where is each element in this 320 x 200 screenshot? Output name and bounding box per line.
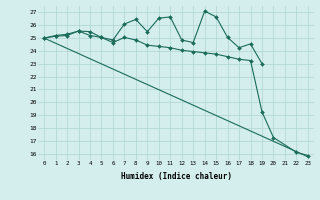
X-axis label: Humidex (Indice chaleur): Humidex (Indice chaleur)	[121, 172, 231, 181]
